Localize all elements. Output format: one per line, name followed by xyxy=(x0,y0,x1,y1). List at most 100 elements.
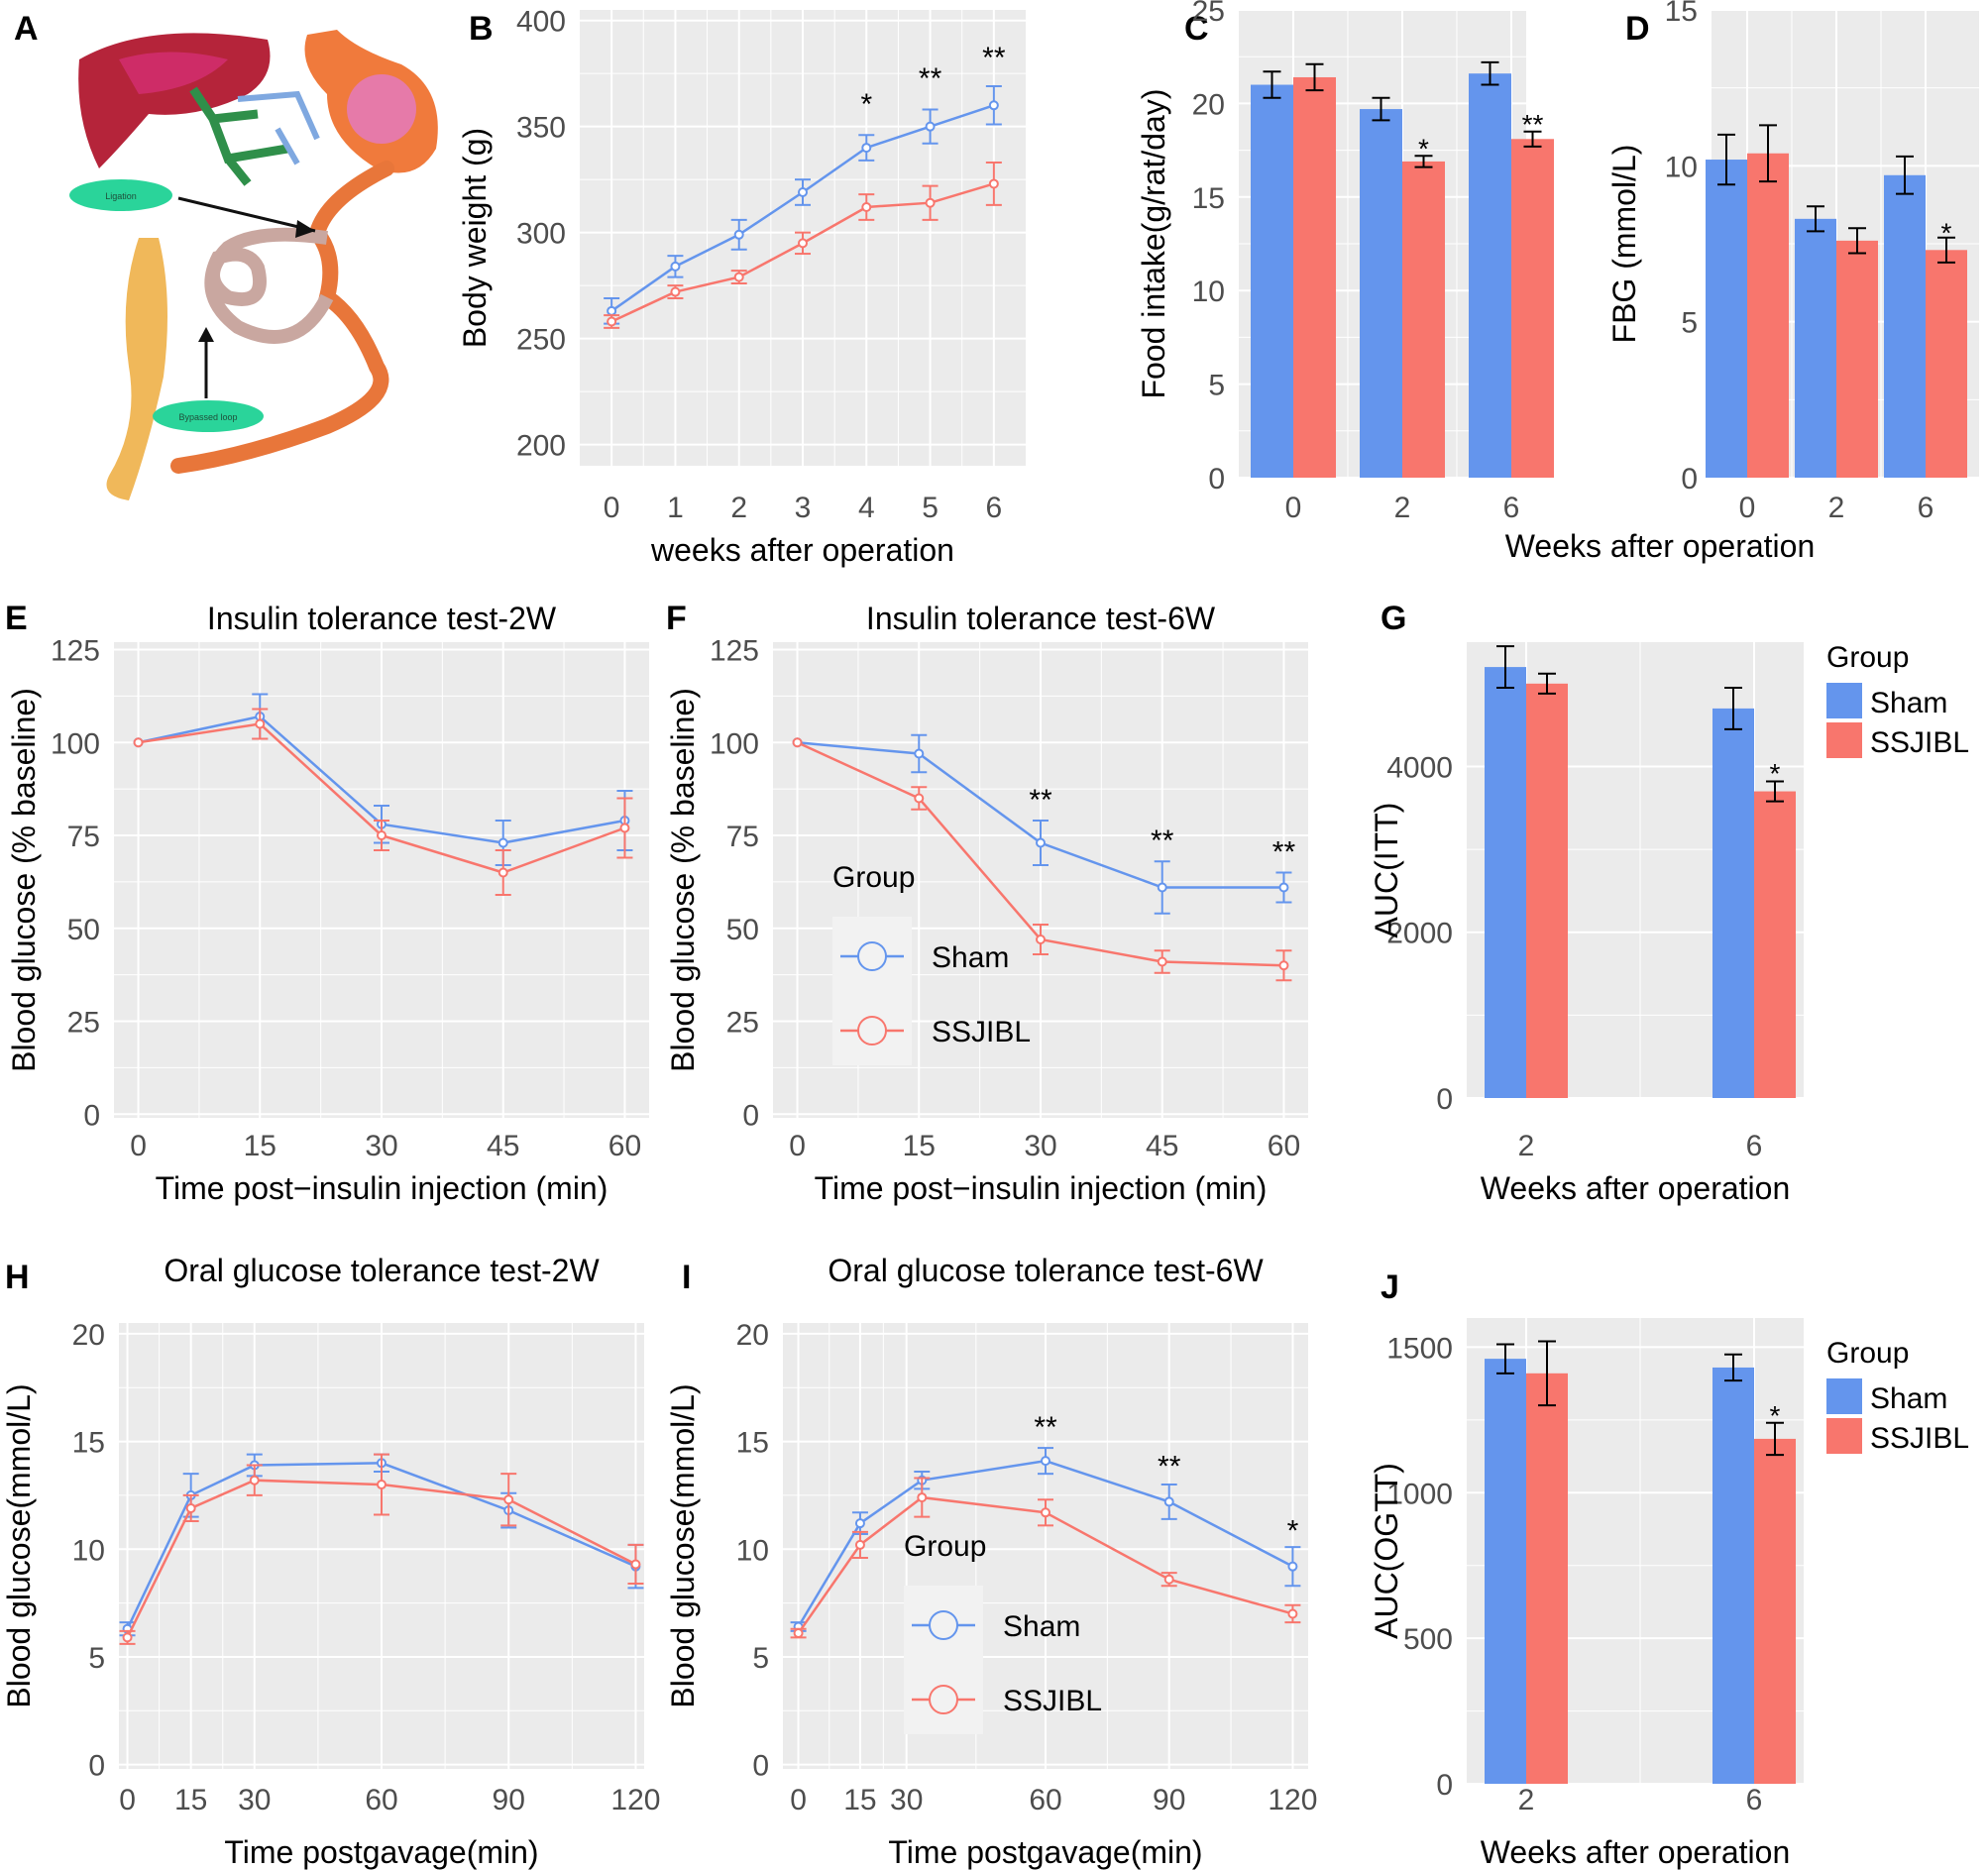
y-tick-label: 0 xyxy=(742,1099,759,1132)
label-ligation: Ligation xyxy=(105,191,137,201)
panel-letter-g: G xyxy=(1381,600,1406,637)
x-tick-label: 1 xyxy=(667,492,684,524)
series-line-ssjibl xyxy=(797,1495,1293,1634)
panel-i: I Oral glucose tolerance test-6W 0 5 10 15 20 0… xyxy=(665,1253,1317,1870)
panel-d: D 0 5 10 15 0 2 6 * FBG (mmol/L) Weeks after opera… xyxy=(1505,0,1979,564)
chart-title: Insulin tolerance test-6W xyxy=(866,601,1216,636)
x-tick-label: 60 xyxy=(1029,1784,1061,1816)
x-axis-label: Weeks after operation xyxy=(1481,1834,1790,1870)
legend-label-sham: Sham xyxy=(932,941,1009,974)
bar-ssjibl xyxy=(1402,161,1445,479)
legend-title: Group xyxy=(904,1530,986,1563)
ligation-arrow-icon xyxy=(177,196,316,233)
legend-title: Group xyxy=(1826,1337,1909,1370)
legend-label-ssjibl: SSJIBL xyxy=(932,1016,1031,1048)
y-tick-label: 5 xyxy=(752,1642,769,1675)
panel-f: F Insulin tolerance test-6W 0 25 50 75 100 125 0… xyxy=(665,600,1308,1206)
y-tick-label: 100 xyxy=(51,727,100,760)
bar-ssjibl xyxy=(1747,153,1789,478)
data-point-sham xyxy=(1036,837,1046,848)
data-point-sham xyxy=(1278,882,1289,893)
y-tick-label: 0 xyxy=(752,1750,769,1783)
data-point-ssjibl xyxy=(497,867,508,878)
label-bubble-bypassed-loop xyxy=(153,400,264,432)
bar-sham xyxy=(1251,84,1293,479)
y-tick-label: 400 xyxy=(516,6,566,39)
x-tick-label: 2 xyxy=(1828,492,1845,524)
y-tick-label: 0 xyxy=(1208,463,1225,495)
bar-ssjibl xyxy=(1926,250,1967,478)
y-tick-label: 350 xyxy=(516,112,566,145)
x-axis-label: Time post−insulin injection (min) xyxy=(815,1170,1268,1206)
legend-label-ssjibl: SSJIBL xyxy=(1870,726,1969,759)
x-tick-label: 0 xyxy=(1739,492,1756,524)
jejunum-icon xyxy=(170,161,394,474)
y-tick-label: 15 xyxy=(1665,0,1698,28)
x-tick-label: 0 xyxy=(789,1130,806,1162)
chart-title: Oral glucose tolerance test-2W xyxy=(164,1253,600,1288)
data-point-sham xyxy=(925,121,936,132)
x-tick-label: 3 xyxy=(795,492,812,524)
significance-marker: ** xyxy=(1029,784,1052,817)
y-tick-label: 5 xyxy=(1681,307,1698,340)
y-tick-label: 0 xyxy=(1436,1083,1453,1116)
x-axis-label: Time postgavage(min) xyxy=(888,1834,1202,1870)
legend-marker-ssjibl xyxy=(929,1685,958,1714)
legend-swatch-sham xyxy=(1826,1378,1862,1414)
y-tick-label: 4000 xyxy=(1386,751,1453,784)
y-axis-label: Blood glucose(mmol/L) xyxy=(1,1383,37,1707)
data-point-ssjibl xyxy=(925,197,936,208)
panel-h: H Oral glucose tolerance test-2W 0 5 10 15 20 0… xyxy=(1,1253,660,1870)
panel-j: J 0 500 1000 1500 2 6 * AUC(OGTT) Weeks after ope… xyxy=(1369,1268,1969,1870)
y-tick-label: 250 xyxy=(516,324,566,357)
data-point-ssjibl xyxy=(255,718,266,729)
x-tick-label: 15 xyxy=(903,1130,936,1162)
significance-marker: * xyxy=(1941,218,1952,249)
bar-sham xyxy=(1469,73,1511,478)
x-tick-label: 60 xyxy=(1268,1130,1300,1162)
data-point-ssjibl xyxy=(1157,956,1167,967)
x-tick-label: 4 xyxy=(858,492,875,524)
significance-marker: * xyxy=(1418,134,1429,165)
x-tick-label: 15 xyxy=(843,1784,876,1816)
data-point-ssjibl xyxy=(607,316,617,327)
x-tick-label: 0 xyxy=(119,1784,136,1816)
y-tick-label: 10 xyxy=(72,1534,105,1567)
data-point-ssjibl xyxy=(1041,1507,1050,1518)
y-tick-label: 50 xyxy=(67,914,100,946)
legend-swatch-sham xyxy=(1826,683,1862,718)
chart-title: Insulin tolerance test-2W xyxy=(207,601,557,636)
x-tick-label: 45 xyxy=(487,1130,519,1162)
y-axis-label: Blood glucose (% baseline) xyxy=(6,688,42,1072)
panel-g: G 0 2000 4000 2 6 * AUC(ITT) Weeks after operati… xyxy=(1369,600,1969,1206)
legend-marker-ssjibl xyxy=(857,1016,887,1045)
vessel-icon xyxy=(237,90,320,165)
bar-ssjibl xyxy=(1526,683,1568,1098)
y-tick-label: 100 xyxy=(710,727,759,760)
y-axis-label: FBG (mmol/L) xyxy=(1606,145,1642,344)
data-point-sham xyxy=(861,143,872,154)
significance-marker: * xyxy=(1770,758,1781,789)
x-axis-label: weeks after operation xyxy=(650,532,954,568)
x-tick-label: 0 xyxy=(790,1784,807,1816)
x-tick-label: 90 xyxy=(493,1784,525,1816)
bar-sham xyxy=(1712,1367,1754,1784)
y-tick-label: 5 xyxy=(88,1642,105,1675)
significance-marker: * xyxy=(1287,1515,1299,1548)
x-axis-label: Time postgavage(min) xyxy=(224,1834,538,1870)
legend-label-sham: Sham xyxy=(1003,1610,1080,1643)
y-tick-label: 20 xyxy=(1192,88,1225,121)
panel-letter-a: A xyxy=(14,10,39,48)
data-point-ssjibl xyxy=(917,1492,928,1503)
label-bypassed-loop: Bypassed loop xyxy=(178,412,237,422)
legend-label-ssjibl: SSJIBL xyxy=(1870,1422,1969,1455)
data-point-ssjibl xyxy=(1036,935,1046,944)
x-axis-label: Weeks after operation xyxy=(1481,1170,1790,1206)
y-tick-label: 0 xyxy=(1681,463,1698,495)
legend-marker-sham xyxy=(857,941,887,971)
data-point-sham xyxy=(988,100,999,111)
panel-letter-e: E xyxy=(5,600,28,637)
y-tick-label: 0 xyxy=(83,1099,100,1132)
bar-ssjibl xyxy=(1511,139,1554,478)
